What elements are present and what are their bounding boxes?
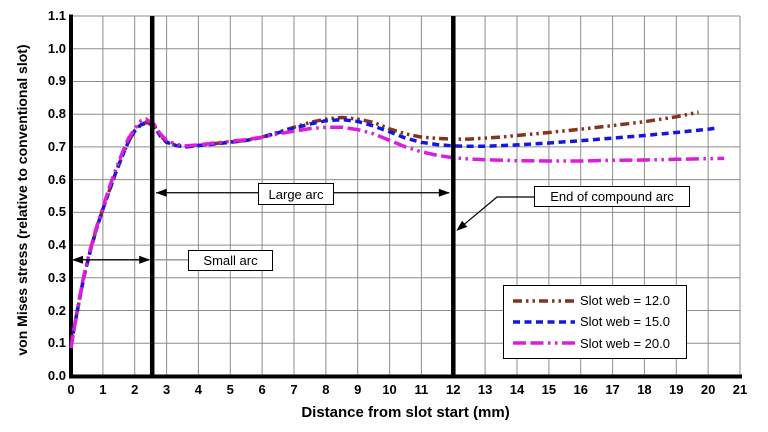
x-tick-label: 11 — [414, 382, 429, 397]
y-tick-label: 0.3 — [47, 269, 66, 285]
y-tick-label: 0.4 — [47, 237, 66, 253]
x-tick-label: 9 — [354, 382, 362, 397]
legend: Slot web = 12.0 Slot web = 15.0 Slot web =… — [503, 285, 687, 359]
annotation-small-arc: Small arc — [188, 250, 273, 271]
x-tick-label: 20 — [700, 382, 716, 397]
legend-item: Slot web = 12.0 — [512, 291, 678, 311]
x-axis-title: Distance from slot start (mm) — [301, 404, 510, 421]
y-tick-label: 0.9 — [47, 73, 66, 89]
y-tick-label: 0.0 — [47, 368, 66, 383]
y-axis-title: von Mises stress (relative to convention… — [14, 44, 30, 356]
legend-item: Slot web = 20.0 — [512, 333, 678, 353]
annotation-end-of-compound-arc: End of compound arc — [534, 186, 690, 207]
x-tick-label: 3 — [162, 382, 171, 397]
y-tick-label: 0.8 — [47, 106, 66, 122]
x-tick-label: 4 — [194, 382, 203, 397]
x-tick-label: 18 — [637, 382, 652, 397]
annotation-large-arc: Large arc — [258, 183, 334, 205]
legend-line-sample — [513, 341, 575, 346]
y-tick-label: 0.5 — [47, 204, 66, 220]
x-tick-label: 13 — [477, 382, 493, 397]
legend-item: Slot web = 15.0 — [512, 312, 678, 332]
y-tick-label: 0.6 — [47, 171, 66, 187]
y-tick-label: 0.1 — [47, 335, 66, 351]
y-tick-label: 1.0 — [47, 40, 66, 56]
x-tick-label: 19 — [669, 382, 684, 397]
x-tick-label: 5 — [226, 382, 234, 397]
x-tick-label: 6 — [258, 382, 266, 397]
x-tick-label: 21 — [732, 382, 748, 397]
x-tick-label: 14 — [509, 382, 525, 397]
x-tick-label: 1 — [99, 382, 107, 397]
legend-line-sample — [513, 320, 575, 324]
legend-label: Slot web = 12.0 — [580, 293, 670, 309]
x-tick-label: 10 — [382, 382, 397, 397]
y-tick-label: 0.2 — [47, 302, 66, 318]
y-tick-label: 1.1 — [47, 8, 66, 23]
legend-label: Slot web = 15.0 — [580, 314, 670, 330]
legend-label: Slot web = 20.0 — [580, 335, 670, 351]
x-tick-label: 12 — [446, 382, 461, 397]
x-tick-label: 2 — [131, 382, 139, 397]
x-tick-label: 15 — [541, 382, 557, 397]
x-tick-label: 8 — [322, 382, 330, 397]
legend-line-sample — [513, 298, 575, 303]
x-tick-label: 17 — [605, 382, 620, 397]
x-tick-label: 7 — [290, 382, 298, 397]
y-tick-label: 0.7 — [47, 138, 66, 154]
x-tick-label: 0 — [67, 382, 75, 397]
x-tick-label: 16 — [573, 382, 588, 397]
